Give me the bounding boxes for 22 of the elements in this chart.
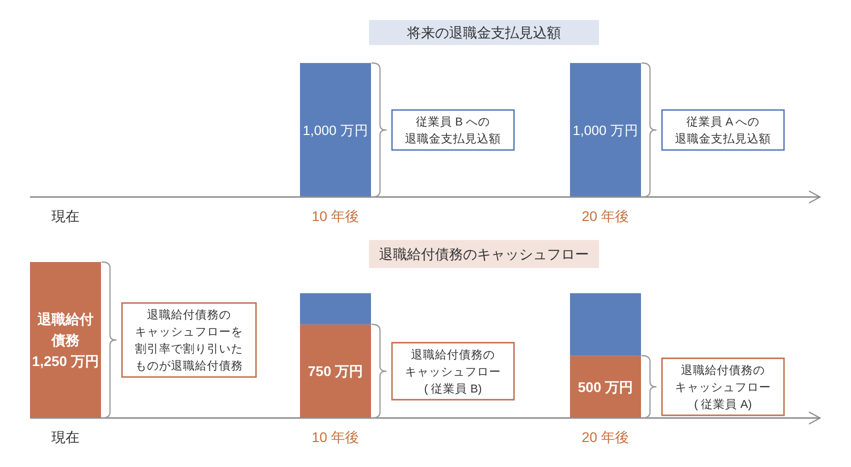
x-tick-label: 現在	[52, 208, 80, 224]
x-tick-label: 20 年後	[582, 208, 630, 224]
data-label: 750 万円	[308, 363, 364, 380]
annotation: 従業員 A への退職金支払見込額	[675, 116, 771, 146]
x-tick-label: 現在	[52, 429, 80, 446]
data-label: 退職給付債務1,250 万円	[32, 311, 99, 370]
bar	[570, 356, 641, 418]
bar	[300, 293, 371, 324]
annotation: 退職給付債務のキャッシュフロー( 従業員 A)	[675, 362, 771, 411]
annotation: 従業員 B への退職金支払見込額	[405, 116, 501, 146]
x-tick-label: 10 年後	[312, 429, 360, 446]
chart-title: 退職給付債務のキャッシュフロー	[379, 246, 589, 262]
data-label: 1,000 万円	[572, 122, 638, 138]
data-label: 1,000 万円	[302, 122, 368, 138]
bar	[570, 293, 641, 356]
x-tick-label: 20 年後	[582, 429, 630, 446]
data-label: 500 万円	[578, 378, 634, 395]
annotation: 退職給付債務のキャッシュフローを割引率で割り引いたものが退職給付債務	[135, 308, 243, 373]
x-tick-label: 10 年後	[312, 208, 360, 224]
annotation: 退職給付債務のキャッシュフロー( 従業員 B)	[405, 347, 501, 396]
chart-title: 将来の退職金支払見込額	[406, 24, 561, 41]
bar	[300, 324, 371, 418]
